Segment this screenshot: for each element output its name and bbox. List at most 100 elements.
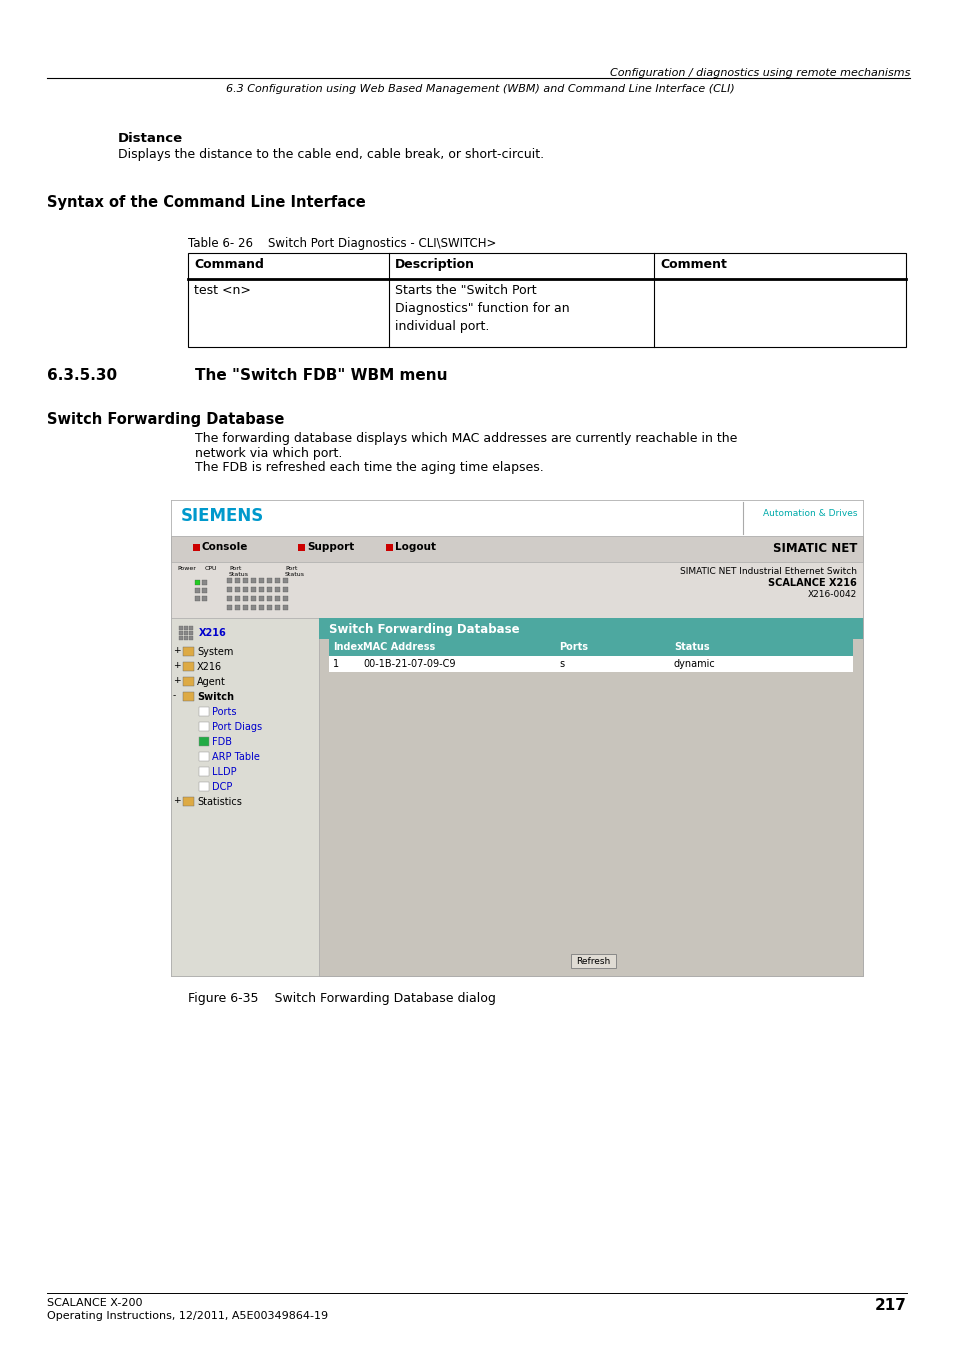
Text: Switch Forwarding Database: Switch Forwarding Database — [329, 622, 519, 636]
Text: Table 6- 26    Switch Port Diagnostics - CLI\SWITCH>: Table 6- 26 Switch Port Diagnostics - CL… — [188, 238, 496, 250]
Text: Distance: Distance — [118, 132, 183, 144]
Text: The "Switch FDB" WBM menu: The "Switch FDB" WBM menu — [194, 369, 447, 383]
Text: The FDB is refreshed each time the aging time elapses.: The FDB is refreshed each time the aging… — [194, 460, 543, 474]
Text: Console: Console — [202, 541, 248, 552]
Text: Index: Index — [333, 643, 363, 652]
Text: Port: Port — [229, 566, 241, 571]
Text: dynamic: dynamic — [673, 659, 715, 670]
Bar — [227, 595, 232, 601]
Text: Status: Status — [673, 643, 709, 652]
Bar — [179, 626, 183, 630]
Bar — [184, 636, 188, 640]
Text: Command: Command — [193, 258, 264, 271]
Text: 1: 1 — [333, 659, 338, 670]
Text: LLDP: LLDP — [212, 767, 236, 778]
Text: ARP Table: ARP Table — [212, 752, 259, 761]
Bar — [183, 676, 193, 686]
Bar — [251, 578, 255, 583]
Text: Status: Status — [285, 572, 305, 576]
Bar — [258, 595, 264, 601]
Bar — [199, 737, 209, 747]
Text: Port: Port — [285, 566, 297, 571]
Text: 217: 217 — [874, 1297, 906, 1314]
Text: 00-1B-21-07-09-C9: 00-1B-21-07-09-C9 — [363, 659, 455, 670]
Text: network via which port.: network via which port. — [194, 447, 342, 460]
Text: s: s — [558, 659, 563, 670]
Text: Description: Description — [395, 258, 475, 271]
Bar — [179, 636, 183, 640]
Text: System: System — [196, 647, 233, 657]
Text: 6.3 Configuration using Web Based Management (WBM) and Command Line Interface (C: 6.3 Configuration using Web Based Manage… — [226, 84, 734, 95]
Bar — [571, 954, 616, 968]
Text: Ports: Ports — [212, 707, 236, 717]
Bar — [329, 656, 852, 672]
Bar — [183, 647, 193, 656]
Bar — [329, 639, 852, 656]
Bar — [267, 578, 272, 583]
Bar — [283, 595, 288, 601]
Bar — [183, 796, 193, 806]
Bar — [199, 752, 209, 761]
Bar — [171, 618, 318, 976]
Bar — [243, 587, 248, 593]
Bar — [189, 636, 193, 640]
Text: SIMATIC NET: SIMATIC NET — [772, 541, 856, 555]
Bar — [202, 595, 207, 601]
Text: Operating Instructions, 12/2011, A5E00349864-19: Operating Instructions, 12/2011, A5E0034… — [47, 1311, 328, 1322]
Text: Syntax of the Command Line Interface: Syntax of the Command Line Interface — [47, 194, 365, 211]
Bar — [199, 767, 209, 776]
Bar — [274, 595, 280, 601]
Text: Automation & Drives: Automation & Drives — [762, 509, 857, 518]
Bar — [251, 605, 255, 610]
Text: Ports: Ports — [558, 643, 587, 652]
Text: +: + — [172, 662, 180, 670]
Text: X216: X216 — [196, 662, 222, 672]
Bar — [183, 693, 193, 701]
Bar — [194, 589, 200, 593]
Bar — [188, 279, 905, 347]
Bar — [283, 605, 288, 610]
Text: Status: Status — [229, 572, 249, 576]
Text: +: + — [172, 647, 180, 655]
Text: CPU: CPU — [205, 566, 217, 571]
Text: +: + — [172, 796, 180, 805]
Text: Figure 6-35    Switch Forwarding Database dialog: Figure 6-35 Switch Forwarding Database d… — [188, 992, 496, 1004]
Text: SCALANCE X-200: SCALANCE X-200 — [47, 1297, 142, 1308]
Text: SIMATIC NET Industrial Ethernet Switch: SIMATIC NET Industrial Ethernet Switch — [679, 567, 856, 576]
Text: Comment: Comment — [659, 258, 726, 271]
Bar — [234, 587, 240, 593]
Bar — [318, 618, 862, 639]
Bar — [171, 500, 862, 536]
Text: The forwarding database displays which MAC addresses are currently reachable in : The forwarding database displays which M… — [194, 432, 737, 446]
Bar — [283, 587, 288, 593]
Text: Displays the distance to the cable end, cable break, or short-circuit.: Displays the distance to the cable end, … — [118, 148, 543, 161]
Bar — [251, 587, 255, 593]
Bar — [318, 618, 862, 976]
Text: SIEMENS: SIEMENS — [181, 508, 264, 525]
Bar — [202, 580, 207, 585]
Bar — [227, 578, 232, 583]
Text: Configuration / diagnostics using remote mechanisms: Configuration / diagnostics using remote… — [609, 68, 909, 78]
Bar — [274, 587, 280, 593]
Bar — [258, 587, 264, 593]
Bar — [283, 578, 288, 583]
Bar — [199, 782, 209, 791]
Bar — [199, 707, 209, 716]
Text: Switch: Switch — [196, 693, 233, 702]
Bar — [243, 595, 248, 601]
Bar — [184, 626, 188, 630]
Bar — [171, 536, 862, 562]
Text: Power: Power — [177, 566, 195, 571]
Bar — [171, 500, 862, 976]
Bar — [171, 562, 862, 618]
Bar — [189, 630, 193, 634]
Text: Logout: Logout — [395, 541, 436, 552]
Text: SCALANCE X216: SCALANCE X216 — [767, 578, 856, 589]
Text: Refresh: Refresh — [576, 957, 610, 967]
Bar — [258, 605, 264, 610]
Bar — [194, 580, 200, 585]
Bar — [227, 605, 232, 610]
Text: Switch Forwarding Database: Switch Forwarding Database — [47, 412, 284, 427]
Text: Agent: Agent — [196, 676, 226, 687]
Text: Starts the "Switch Port
Diagnostics" function for an
individual port.: Starts the "Switch Port Diagnostics" fun… — [395, 284, 569, 333]
